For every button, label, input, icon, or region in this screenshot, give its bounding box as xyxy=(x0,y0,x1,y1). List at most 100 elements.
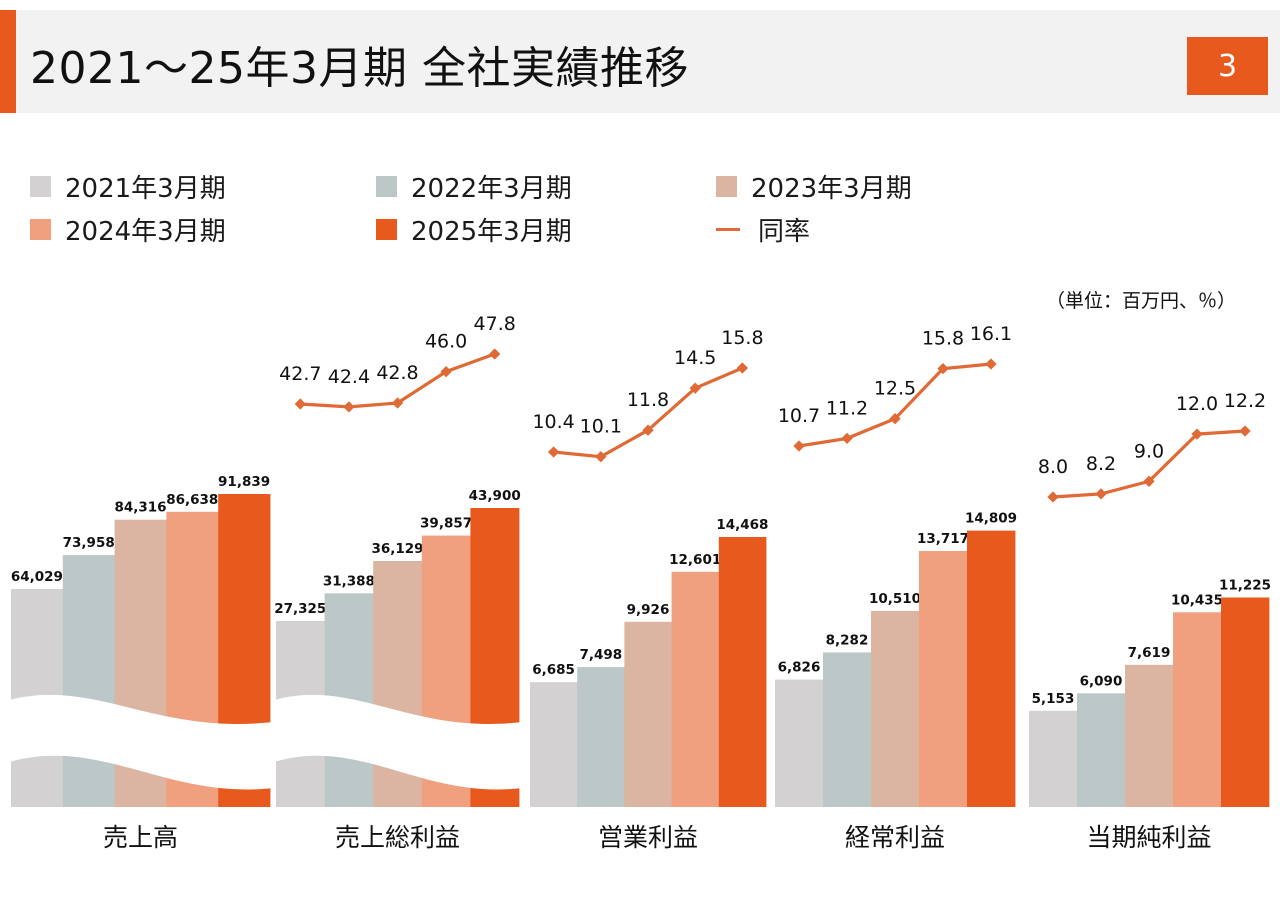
bar-group-3: 6,826 8,282 10,510 13,717 14,809 経常利益 10.7 11.2… xyxy=(775,323,1017,852)
bar-value-label: 5,153 xyxy=(1032,691,1075,707)
rate-value-label: 9.0 xyxy=(1134,440,1164,462)
rate-line xyxy=(553,366,744,459)
legend-label: 同率 xyxy=(758,217,811,247)
axis-break-wave xyxy=(274,694,522,790)
category-label: 売上総利益 xyxy=(335,823,460,852)
rate-value-label: 11.2 xyxy=(826,397,868,419)
page-title: 2021～25年3月期 全社実績推移 xyxy=(30,43,689,94)
page-number-badge: 3 xyxy=(1187,37,1268,95)
bar xyxy=(671,571,720,807)
rate-point xyxy=(642,424,654,436)
rate-point xyxy=(689,382,701,394)
chart-legend: 2021年3月期 2022年3月期 2023年3月期 2024年3月期 2025… xyxy=(0,0,1280,260)
rate-point xyxy=(1047,491,1059,503)
bar xyxy=(1077,693,1126,807)
bar-value-label: 36,129 xyxy=(371,541,423,557)
unit-note: （単位：百万円、％） xyxy=(1046,290,1237,312)
bar-value-label: 43,900 xyxy=(469,488,521,504)
bar-value-label: 27,325 xyxy=(274,601,326,617)
bar xyxy=(1173,612,1222,807)
rate-point xyxy=(1143,475,1155,487)
bar-group-1: 27,325 31,388 36,129 39,857 43,900 売上総利益 42.7 4… xyxy=(274,313,522,852)
bar-value-label: 13,717 xyxy=(917,531,969,547)
bar xyxy=(718,537,767,807)
legend-item-2025: 2025年3月期 xyxy=(376,211,572,248)
legend-item-rate: 同率 xyxy=(716,211,810,248)
rate-point xyxy=(985,358,997,370)
rate-value-label: 42.7 xyxy=(279,363,321,385)
rate-point xyxy=(595,451,607,463)
legend-line-swatch xyxy=(716,228,740,231)
legend-swatch xyxy=(376,176,397,197)
legend-swatch xyxy=(30,176,51,197)
rate-point xyxy=(489,348,501,360)
bar-value-label: 86,638 xyxy=(166,492,218,508)
bar xyxy=(1125,664,1174,807)
bar-value-label: 14,468 xyxy=(716,517,768,533)
rate-point xyxy=(343,401,355,413)
rate-point xyxy=(889,413,901,425)
rate-value-label: 42.4 xyxy=(328,366,370,388)
bar xyxy=(775,679,824,807)
bar xyxy=(1029,710,1078,807)
rate-value-label: 10.4 xyxy=(532,411,574,433)
legend-label: 2025年3月期 xyxy=(411,217,572,247)
rate-point xyxy=(1095,488,1107,500)
legend-label: 2024年3月期 xyxy=(65,217,226,247)
bar-value-label: 12,601 xyxy=(669,552,721,568)
legend-item-2023: 2023年3月期 xyxy=(716,168,912,205)
bar-value-label: 64,029 xyxy=(11,569,63,585)
rate-value-label: 15.8 xyxy=(721,327,763,349)
bar-value-label: 9,926 xyxy=(627,602,670,618)
category-label: 売上高 xyxy=(103,823,178,852)
rate-value-label: 15.8 xyxy=(922,328,964,350)
bar xyxy=(967,530,1016,807)
header-bar xyxy=(0,10,1280,113)
rate-point xyxy=(793,440,805,452)
bar-value-label: 11,225 xyxy=(1219,578,1271,594)
rate-point xyxy=(294,398,306,410)
legend-item-2022: 2022年3月期 xyxy=(376,168,572,205)
bar-value-label: 39,857 xyxy=(420,516,472,532)
rate-point xyxy=(937,362,949,375)
rate-value-label: 12.5 xyxy=(874,378,916,400)
rate-value-label: 42.8 xyxy=(376,362,418,384)
rate-value-label: 12.0 xyxy=(1176,393,1218,415)
rate-value-label: 14.5 xyxy=(674,347,716,369)
rate-value-label: 46.0 xyxy=(425,331,467,353)
bar-value-label: 6,826 xyxy=(778,660,821,676)
rate-point xyxy=(1191,428,1203,440)
bar-value-label: 6,090 xyxy=(1080,673,1123,689)
legend-swatch xyxy=(376,219,397,240)
bar-value-label: 8,282 xyxy=(826,632,869,648)
bar-value-label: 84,316 xyxy=(114,500,166,516)
bar xyxy=(62,555,115,807)
legend-swatch xyxy=(716,176,737,197)
rate-point xyxy=(391,397,404,409)
rate-value-label: 8.2 xyxy=(1086,453,1116,475)
rate-value-label: 12.2 xyxy=(1224,390,1266,412)
rate-value-label: 8.0 xyxy=(1038,456,1068,478)
category-label: 営業利益 xyxy=(598,823,698,852)
bar-value-label: 91,839 xyxy=(218,474,270,490)
category-label: 当期純利益 xyxy=(1086,823,1211,852)
bar-value-label: 14,809 xyxy=(965,511,1017,527)
rate-point xyxy=(440,365,452,378)
rate-point xyxy=(736,362,749,374)
bar-value-label: 10,510 xyxy=(869,591,921,607)
rate-value-label: 47.8 xyxy=(474,313,516,335)
bar-value-label: 73,958 xyxy=(63,535,115,551)
bar xyxy=(823,652,872,807)
bar xyxy=(577,667,625,807)
rate-value-label: 11.8 xyxy=(627,389,669,411)
bar-value-label: 31,388 xyxy=(323,573,375,589)
legend-swatch xyxy=(30,219,51,240)
legend-label: 2021年3月期 xyxy=(65,174,226,204)
legend-label: 2023年3月期 xyxy=(751,174,912,204)
legend-item-2024: 2024年3月期 xyxy=(30,211,226,248)
rate-value-label: 10.7 xyxy=(778,405,820,427)
